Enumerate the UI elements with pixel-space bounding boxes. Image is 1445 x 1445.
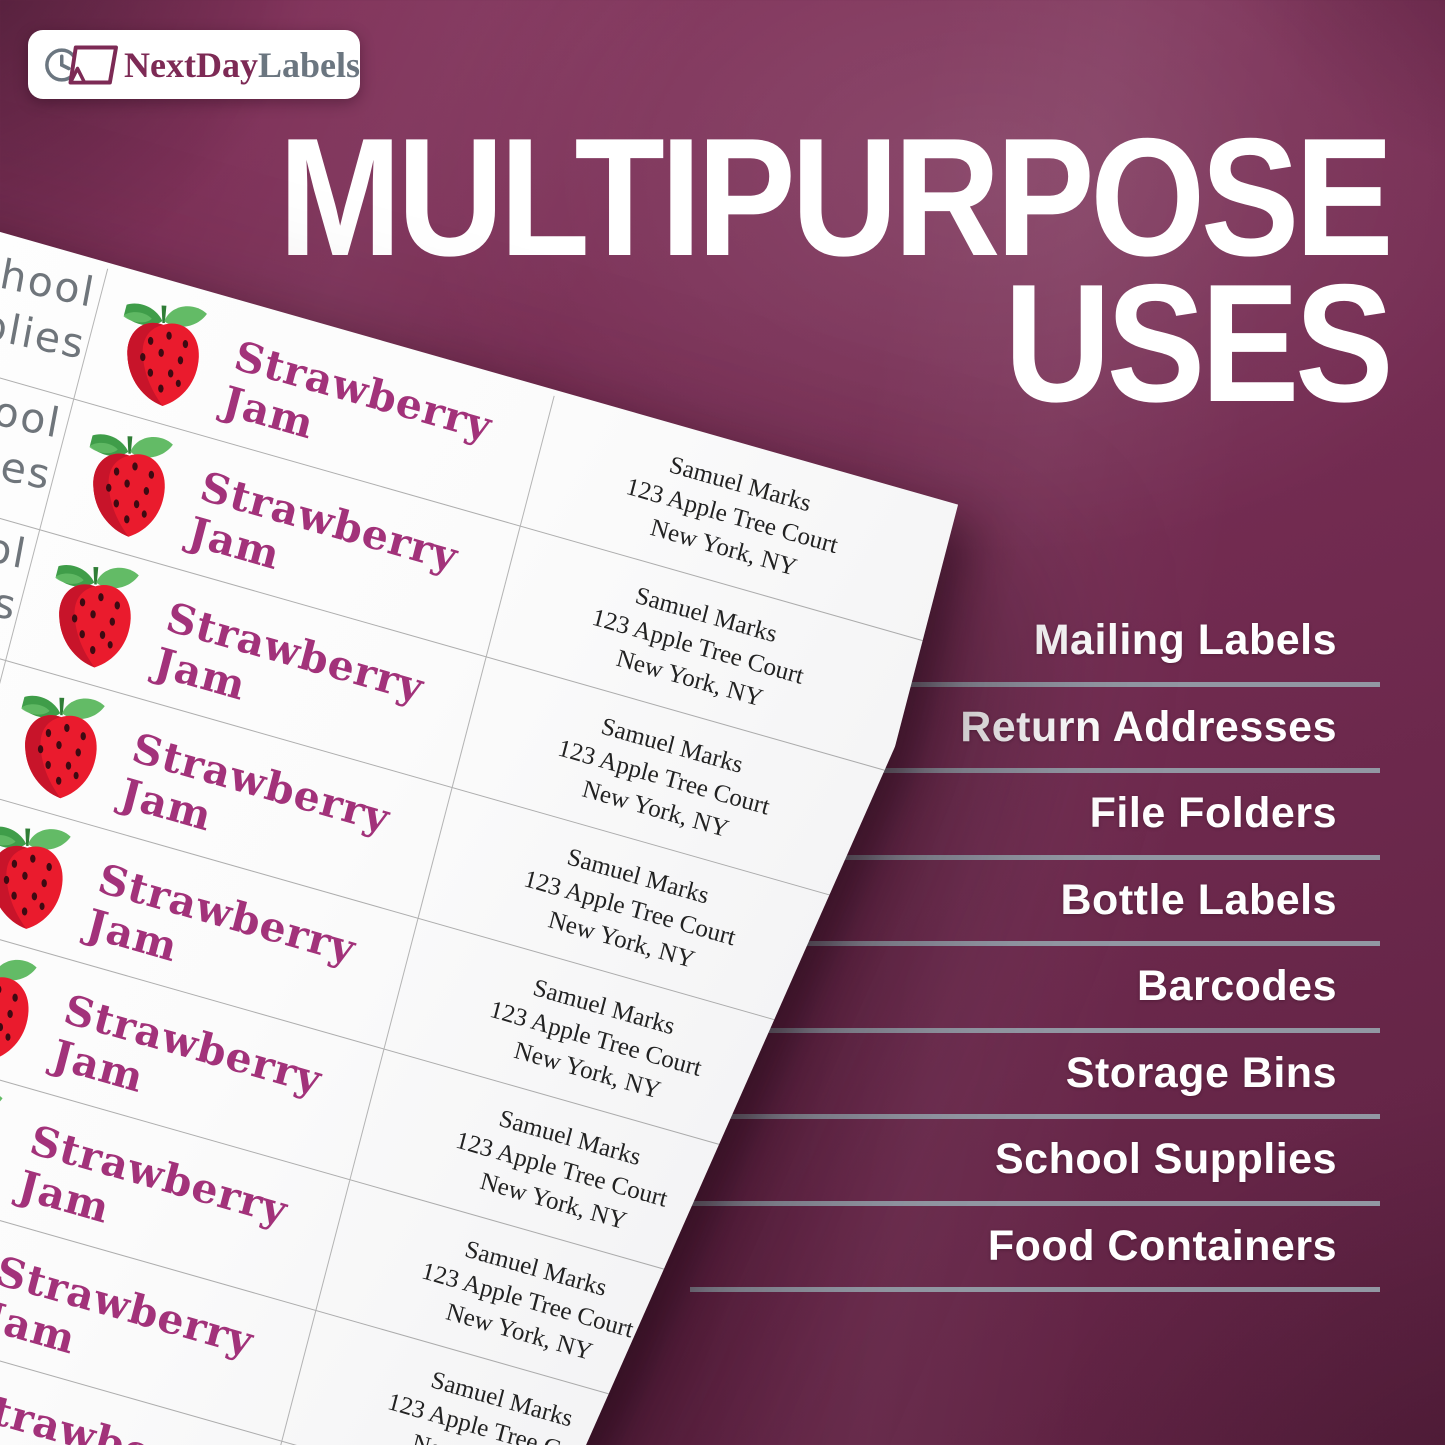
use-list-item-label: Bottle Labels [1060, 875, 1337, 924]
use-list-item: Mailing Labels [690, 600, 1380, 687]
use-list-item: File Folders [690, 773, 1380, 860]
use-list-item-label: Storage Bins [1065, 1048, 1337, 1097]
strawberry-icon [0, 809, 89, 946]
use-list-item-label: Return Addresses [960, 702, 1337, 751]
use-list-item: School Supplies [690, 1119, 1380, 1206]
label-sheet: School Supplies Strawberry Jam Samuel Ma… [0, 138, 959, 1445]
use-list-item-label: Barcodes [1137, 962, 1337, 1011]
use-list-item-label: File Folders [1089, 789, 1337, 838]
strawberry-icon [102, 286, 225, 423]
headline-line1: MULTIPURPOSE [278, 103, 1393, 291]
brand-name-secondary: Labels [257, 44, 360, 85]
strawberry-icon [68, 417, 191, 554]
use-list-item: Bottle Labels [690, 860, 1380, 946]
use-list-item-label: School Supplies [995, 1135, 1337, 1184]
headline-line2: USES [1004, 249, 1393, 437]
headline: MULTIPURPOSE USES [278, 103, 1393, 437]
brand-name-primary: NextDay [124, 44, 258, 85]
use-list-item: Barcodes [690, 946, 1380, 1033]
clock-label-icon [45, 45, 118, 84]
uses-list: Mailing Labels Return Addresses File Fol… [690, 600, 1380, 1292]
use-list-item-label: Mailing Labels [1033, 616, 1337, 665]
use-list-item: Storage Bins [690, 1033, 1380, 1119]
brand-logo: NextDay Labels [28, 30, 360, 99]
strawberry-icon [34, 548, 157, 685]
strawberry-icon [0, 940, 55, 1077]
use-list-item: Food Containers [690, 1206, 1380, 1292]
strawberry-icon [0, 678, 123, 815]
use-list-item-label: Food Containers [987, 1221, 1337, 1270]
use-list-item: Return Addresses [690, 687, 1380, 773]
